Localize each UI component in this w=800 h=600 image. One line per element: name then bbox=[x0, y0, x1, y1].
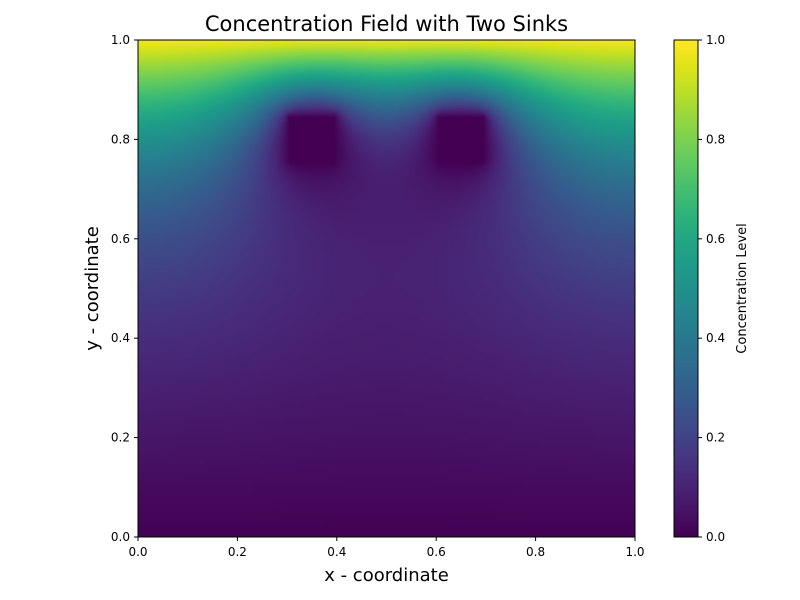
chart-title: Concentration Field with Two Sinks bbox=[205, 12, 568, 36]
y-tick-label: 0.4 bbox=[111, 331, 130, 345]
colorbar-tick-label: 0.8 bbox=[706, 132, 725, 146]
colorbar-frame bbox=[673, 39, 699, 538]
colorbar-tick-label: 0.0 bbox=[706, 530, 725, 544]
colorbar-tick-label: 1.0 bbox=[706, 33, 725, 47]
y-tick-label: 0.6 bbox=[111, 232, 130, 246]
colorbar-gradient bbox=[674, 40, 698, 537]
plot-area-frame bbox=[137, 39, 636, 538]
x-axis-label: x - coordinate bbox=[324, 565, 449, 586]
x-tick-label: 0.6 bbox=[427, 545, 446, 559]
y-tick-label: 1.0 bbox=[111, 33, 130, 47]
x-tick-label: 0.4 bbox=[327, 545, 346, 559]
y-tick-label: 0.8 bbox=[111, 132, 130, 146]
y-tick-label: 0.2 bbox=[111, 431, 130, 445]
y-tick-label: 0.0 bbox=[111, 530, 130, 544]
x-tick-label: 0.2 bbox=[228, 545, 247, 559]
y-axis-label: y - coordinate bbox=[82, 226, 103, 351]
x-tick-label: 0.8 bbox=[526, 545, 545, 559]
colorbar-ticks: 0.0 0.2 0.4 0.6 0.8 1.0 bbox=[698, 33, 725, 544]
colorbar-label: Concentration Level bbox=[735, 223, 750, 353]
x-tick-label: 1.0 bbox=[625, 545, 644, 559]
x-tick-label: 0.0 bbox=[128, 545, 147, 559]
y-axis-ticks: 0.0 0.2 0.4 0.6 0.8 1.0 bbox=[111, 33, 138, 544]
x-axis-ticks: 0.0 0.2 0.4 0.6 0.8 1.0 bbox=[128, 537, 645, 559]
concentration-heatmap bbox=[138, 40, 635, 537]
colorbar-tick-label: 0.6 bbox=[706, 232, 725, 246]
colorbar-tick-label: 0.2 bbox=[706, 431, 725, 445]
colorbar-tick-label: 0.4 bbox=[706, 331, 725, 345]
